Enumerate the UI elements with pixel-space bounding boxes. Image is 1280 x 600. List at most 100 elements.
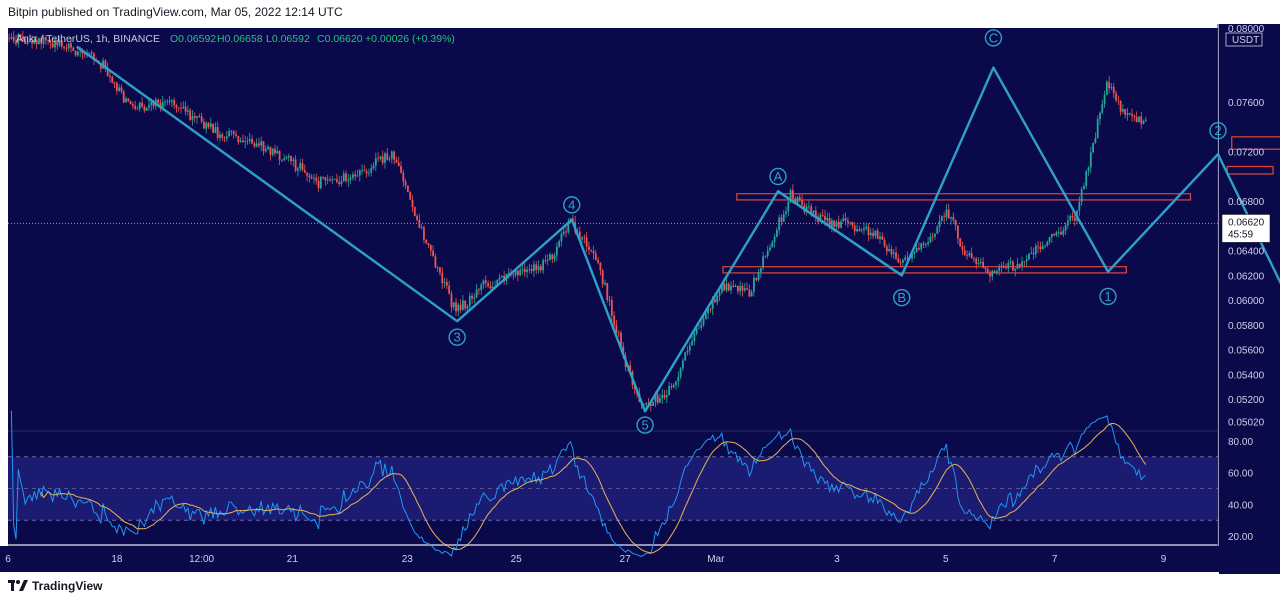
- candle-body: [445, 281, 448, 286]
- candle-body: [333, 179, 336, 181]
- candle-body: [471, 295, 473, 299]
- candle-body: [698, 327, 700, 329]
- candle-body: [258, 143, 260, 146]
- candle-body: [182, 106, 185, 109]
- candle-body: [301, 163, 304, 171]
- candle-body: [56, 40, 59, 46]
- wave-label-3: 3: [454, 330, 461, 345]
- wave-label-B: B: [897, 290, 906, 305]
- candle-body: [551, 254, 554, 260]
- time-tick-label: 9: [1161, 554, 1167, 565]
- candle-body: [475, 289, 478, 298]
- candle-body: [166, 101, 169, 102]
- wave-label-circle: [769, 167, 787, 186]
- candle-body: [118, 87, 121, 91]
- candle-body: [274, 148, 276, 154]
- candle-body: [450, 293, 453, 308]
- candle-body: [379, 156, 382, 159]
- candle-body: [70, 43, 72, 48]
- candle-body: [665, 395, 668, 398]
- candle-body: [200, 116, 203, 122]
- candle-body: [961, 246, 964, 251]
- candle-body: [929, 236, 932, 243]
- candle-body: [989, 272, 991, 277]
- candle-body: [858, 229, 861, 232]
- candle-body: [787, 201, 790, 212]
- candle-body: [915, 247, 918, 253]
- candle-body: [888, 249, 891, 252]
- candle-body: [251, 139, 253, 144]
- rsi-tick-label: 80.00: [1228, 437, 1253, 448]
- ohlc-value-0: O0.06592: [170, 33, 216, 45]
- candle-body: [161, 101, 164, 109]
- candle-body: [885, 246, 888, 252]
- candle-body: [1000, 265, 1003, 268]
- candle-body: [498, 277, 501, 280]
- candle-body: [924, 244, 927, 245]
- candle-body: [610, 300, 613, 316]
- wave-label-circle: [448, 328, 466, 346]
- candle-body: [615, 324, 618, 333]
- candle-body: [219, 134, 221, 139]
- candle-body: [225, 136, 228, 139]
- candle-body: [693, 333, 696, 342]
- candle-body: [207, 122, 210, 128]
- candle-body: [833, 220, 836, 227]
- candle-body: [814, 210, 817, 218]
- candle-body: [1112, 87, 1115, 94]
- candle-body: [482, 280, 485, 285]
- candle-body: [895, 252, 897, 259]
- candle-body: [347, 179, 350, 181]
- candle-body: [35, 39, 38, 45]
- candle-body: [890, 249, 893, 255]
- candle-body: [455, 302, 457, 312]
- candle-body: [216, 126, 219, 139]
- candle-body: [136, 108, 139, 110]
- candle-body: [1037, 245, 1040, 247]
- candle-body: [791, 190, 794, 199]
- wave-label-A: A: [774, 169, 783, 184]
- ohlc-value-3: C0.06620: [317, 33, 363, 45]
- candle-body: [397, 162, 400, 166]
- candle-body: [131, 104, 134, 106]
- candle-body: [757, 272, 760, 281]
- footer-brand[interactable]: TradingView: [8, 576, 102, 596]
- candle-body: [998, 267, 1001, 272]
- candle-body: [134, 105, 137, 109]
- candle-body: [578, 231, 581, 240]
- candle-body: [537, 266, 540, 271]
- candle-body: [966, 255, 968, 256]
- candle-body: [1092, 142, 1095, 153]
- candle-body: [38, 38, 40, 45]
- candle-body: [370, 168, 373, 173]
- candle-body: [324, 177, 327, 181]
- candle-body: [968, 253, 971, 256]
- candle-body: [1094, 138, 1097, 143]
- candle-body: [285, 157, 288, 159]
- candle-body: [58, 40, 61, 46]
- candle-body: [812, 210, 815, 213]
- candle-body: [189, 110, 192, 120]
- candle-body: [432, 250, 435, 257]
- candle-body: [753, 277, 755, 292]
- price-chart[interactable]: 3 4 5 A B C 1 2 Ankr / TetherUS, 1h, BINANCE O0.0…: [0, 24, 1280, 574]
- candle-body: [681, 360, 684, 369]
- candle-body: [246, 140, 249, 142]
- candle-body: [963, 250, 966, 256]
- candle-body: [663, 395, 666, 398]
- candle-body: [473, 297, 476, 299]
- candle-body: [904, 257, 907, 260]
- candle-body: [60, 40, 63, 47]
- chart-area[interactable]: 3 4 5 A B C 1 2 Ankr / TetherUS, 1h, BINANCE O0.0…: [0, 24, 1280, 574]
- candle-body: [736, 285, 739, 292]
- candle-body: [952, 216, 955, 221]
- candle-body: [533, 264, 535, 272]
- candle-body: [899, 262, 902, 264]
- candle-body: [203, 121, 205, 129]
- candle-body: [881, 236, 884, 240]
- candle-body: [464, 300, 467, 309]
- candle-body: [368, 172, 370, 174]
- candle-body: [1121, 109, 1124, 112]
- wave-label-1: 1: [1104, 289, 1111, 304]
- candle-body: [1023, 261, 1026, 263]
